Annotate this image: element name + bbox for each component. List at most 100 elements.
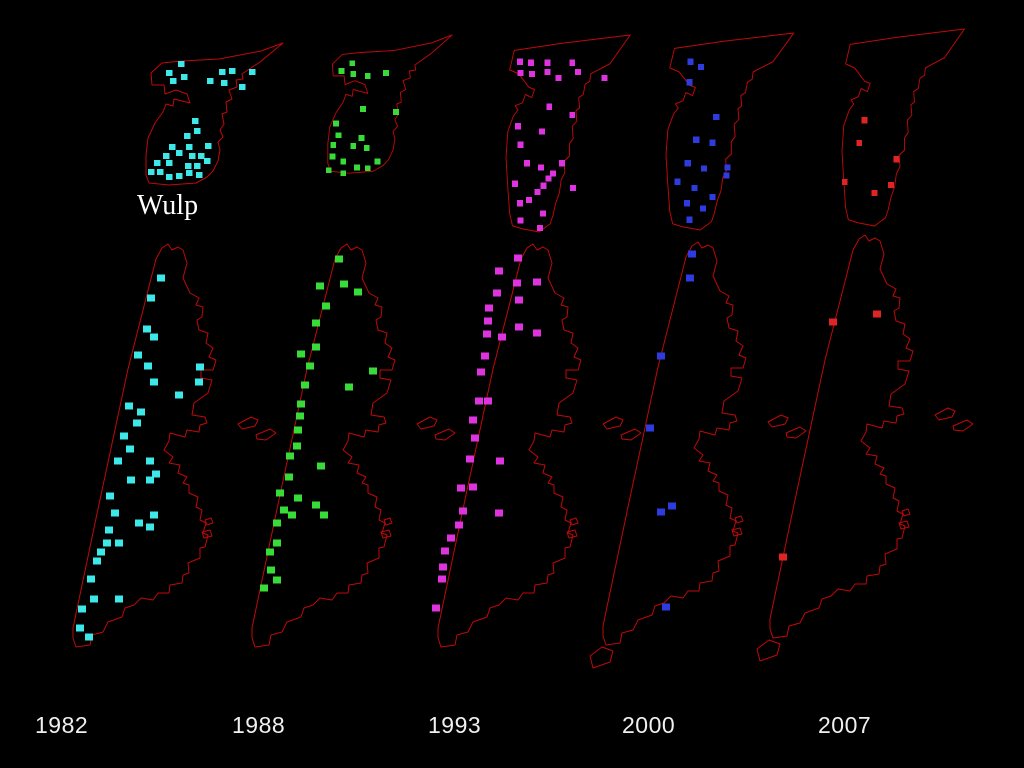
large-island-outline — [251, 243, 396, 648]
small-island-outline — [145, 42, 284, 186]
observation-dot — [146, 457, 154, 465]
observation-dot — [527, 59, 534, 66]
islet-outline — [237, 416, 259, 430]
observation-dot — [273, 576, 281, 584]
observation-dot — [350, 70, 357, 77]
observation-dot — [294, 426, 302, 434]
observation-dot — [493, 289, 501, 297]
observation-dot — [457, 484, 465, 492]
islet-outline — [934, 407, 956, 421]
islet-outline — [204, 517, 214, 526]
observation-dot — [317, 462, 325, 470]
observation-dot — [555, 75, 562, 82]
observation-dot — [296, 412, 304, 420]
observation-dot — [364, 72, 371, 79]
observation-dot — [150, 511, 158, 519]
observation-dot — [273, 519, 281, 527]
observation-dot — [888, 181, 894, 188]
observation-dot — [312, 501, 320, 509]
observation-dot — [498, 333, 506, 341]
islet-outline — [380, 529, 392, 539]
observation-dot — [297, 350, 305, 358]
observation-dot — [165, 160, 173, 166]
small-island-outline — [665, 32, 795, 231]
observation-dot — [574, 68, 581, 76]
observation-dot — [697, 63, 705, 70]
observation-dot — [724, 164, 731, 171]
observation-dot — [316, 282, 324, 290]
observation-dot — [338, 68, 345, 74]
observation-dot — [280, 506, 288, 514]
large-island-outline — [769, 234, 914, 639]
observation-dot — [533, 278, 541, 286]
observation-dot — [441, 547, 449, 555]
observation-dot — [276, 489, 284, 497]
year-label-2000: 2000 — [622, 712, 676, 738]
observation-dot — [188, 153, 196, 159]
observation-dot — [432, 604, 440, 612]
observation-dot — [175, 391, 183, 399]
islet-outline — [255, 428, 277, 441]
observation-dot — [297, 400, 305, 408]
observation-dot — [686, 216, 693, 223]
observation-dot — [873, 310, 881, 318]
observation-dot — [85, 633, 93, 641]
islet-outline — [434, 428, 456, 441]
observation-dot — [103, 539, 111, 547]
observation-dot — [183, 133, 191, 139]
observation-dot — [495, 267, 503, 275]
observation-dot — [466, 455, 474, 463]
observation-dot — [475, 397, 483, 405]
islet-outline — [620, 428, 642, 441]
observation-dot — [137, 408, 145, 416]
observation-dot — [374, 158, 381, 165]
observation-dot — [335, 255, 343, 263]
observation-dot — [267, 566, 275, 574]
observation-dot — [484, 397, 492, 405]
observation-dot — [285, 473, 293, 481]
map-small-1993 — [505, 34, 631, 233]
islet-outline — [898, 520, 910, 530]
observation-dot — [693, 136, 700, 143]
observation-dot — [709, 139, 716, 146]
observation-dot — [150, 333, 158, 341]
observation-dot — [691, 184, 698, 191]
large-island-outline — [437, 243, 582, 648]
observation-dot — [516, 58, 523, 65]
islet-outline — [767, 414, 789, 428]
observation-dot — [485, 304, 493, 312]
observation-dot — [143, 325, 151, 333]
observation-dot — [871, 190, 878, 197]
observation-dot — [312, 319, 320, 327]
observation-dot — [369, 367, 377, 375]
observation-dot — [325, 167, 332, 174]
observation-dot — [481, 352, 489, 360]
observation-dot — [364, 165, 371, 172]
observation-dot — [517, 217, 524, 224]
observation-dot — [87, 575, 95, 583]
islet-outline — [416, 416, 438, 430]
observation-dot — [538, 128, 545, 135]
observation-dot — [133, 419, 141, 427]
observation-dot — [483, 330, 491, 338]
observation-dot — [294, 494, 302, 502]
observation-dot — [514, 254, 522, 262]
observation-dot — [150, 378, 158, 386]
observation-dot — [537, 164, 544, 171]
observation-dot — [228, 68, 236, 74]
observation-dot — [162, 153, 170, 159]
observation-dot — [549, 170, 556, 177]
observation-dot — [169, 78, 177, 84]
observation-dot — [273, 539, 281, 547]
observation-dot — [78, 605, 86, 613]
observation-dot — [191, 118, 199, 124]
observation-dot — [709, 194, 716, 201]
observation-dot — [97, 548, 105, 556]
observation-dot — [469, 483, 477, 491]
map-small-1982 — [145, 42, 284, 186]
observation-dot — [153, 160, 161, 166]
observation-dot — [115, 595, 123, 603]
observation-dot — [893, 156, 900, 163]
observation-dot — [526, 197, 532, 204]
observation-dot — [114, 457, 122, 465]
